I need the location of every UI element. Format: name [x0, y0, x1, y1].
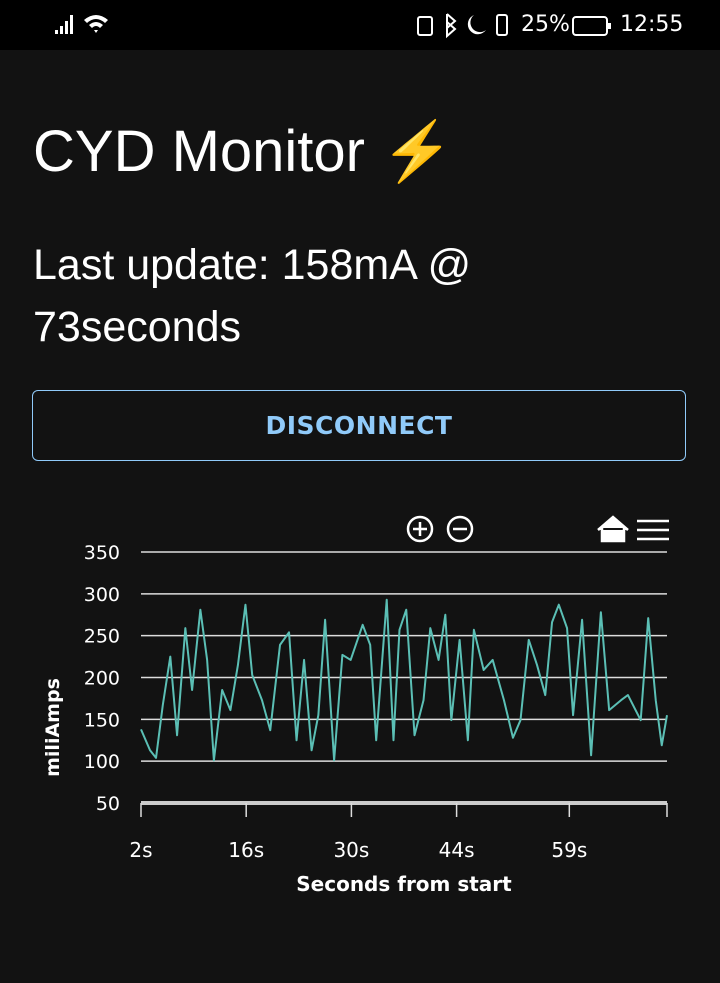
- battery-percent: 25%: [521, 12, 570, 37]
- y-tick-label: 250: [84, 626, 120, 648]
- zoom-in[interactable]: [406, 515, 434, 543]
- chart: 50 100 150 200 250 300 350 2s 16s 30s 44s 59s Second…: [42, 515, 669, 896]
- y-tick-label: 50: [96, 793, 120, 815]
- zoom-out[interactable]: [446, 515, 474, 543]
- y-tick-label: 100: [84, 751, 120, 773]
- x-tick-label: 30s: [333, 838, 369, 862]
- x-tick-label: 16s: [228, 838, 264, 862]
- y-tick-label: 350: [84, 542, 120, 564]
- clock: 12:55: [620, 12, 684, 37]
- menu[interactable]: [637, 519, 669, 541]
- x-tick-label: 44s: [439, 838, 475, 862]
- x-tick-label: 59s: [551, 838, 587, 862]
- y-axis-label: miliAmps: [42, 678, 64, 777]
- x-axis-label: Seconds from start: [296, 872, 512, 896]
- disconnect-button[interactable]: DISCONNECT: [32, 390, 686, 461]
- chart-toolbar: [406, 515, 669, 543]
- app-title: CYD Monitor ⚡: [33, 119, 454, 184]
- reset-zoom[interactable]: [597, 515, 629, 543]
- y-tick-label: 150: [84, 709, 120, 731]
- status-bar: 25% 12:55: [0, 0, 720, 50]
- last-update: Last update: 158mA @ 73seconds: [33, 241, 472, 351]
- data-line: [140, 598, 668, 762]
- y-tick-label: 300: [84, 584, 120, 606]
- y-tick-label: 200: [84, 668, 120, 690]
- x-tick-label: 2s: [129, 838, 152, 862]
- status-icons: [55, 13, 611, 39]
